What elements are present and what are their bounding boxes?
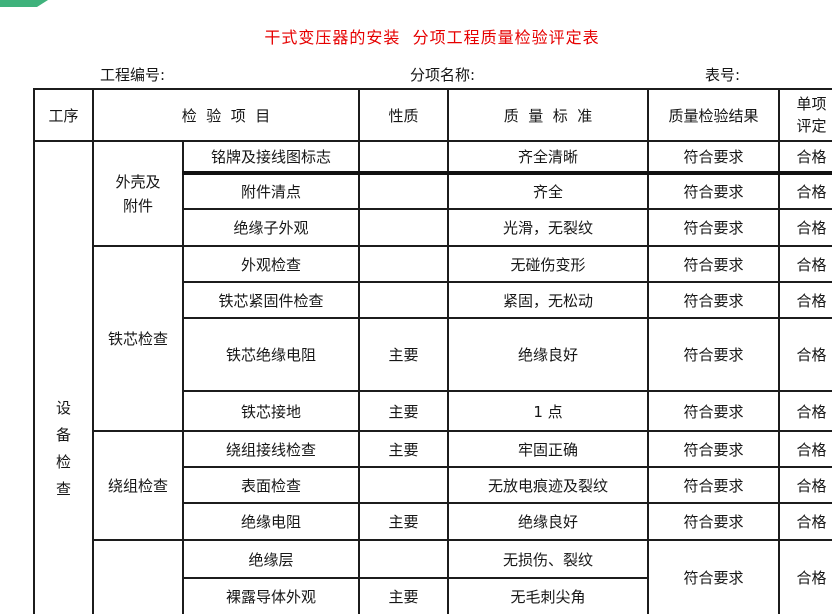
cell-standard: 无毛刺尖角 (447, 577, 650, 614)
cell-standard: 无放电痕迹及裂纹 (447, 466, 650, 504)
cell-item: 铁芯接地 (181, 390, 361, 432)
table-number-label: 表号: (705, 66, 741, 84)
cell-result: 符合要求 (647, 466, 781, 504)
cell-group-winding: 绕组检查 (92, 430, 184, 541)
cell-result: 符合要求 (647, 390, 781, 432)
header-item-rating-text: 单项评定 (796, 95, 827, 135)
cell-item: 绝缘子外观 (181, 208, 361, 247)
cell-item: 铁芯紧固件检查 (181, 281, 361, 319)
cell-nature (358, 140, 450, 175)
process-vertical-text: 设备检查 (55, 399, 71, 498)
cell-rating: 合格 (778, 502, 832, 541)
cell-result: 符合要求 (647, 430, 781, 468)
cell-standard: 绝缘良好 (447, 317, 650, 392)
cell-item: 绝缘电阻 (181, 502, 361, 541)
cell-standard: 绝缘良好 (447, 502, 650, 541)
cell-result-merged: 符合要求 (647, 539, 781, 614)
cell-rating: 合格 (778, 430, 832, 468)
corner-banner-decoration (0, 0, 48, 7)
header-quality-standard: 质 量 标 准 (447, 88, 650, 142)
cell-group-blank (92, 539, 184, 614)
table-row: 设备检查 外壳及附件 铭牌及接线图标志 齐全清晰 符合要求 合格 (33, 140, 832, 614)
table-row: 表面检查 无放电痕迹及裂纹 符合要求 合格 (34, 466, 832, 504)
cell-item: 附件清点 (181, 172, 361, 210)
cell-result: 符合要求 (647, 317, 781, 392)
cell-item: 外观检查 (181, 245, 361, 283)
cell-standard: 无损伤、裂纹 (447, 539, 650, 579)
table-row: 附件清点 齐全 符合要求 合格 (34, 172, 832, 210)
cell-rating-merged: 合格 (778, 539, 832, 614)
cell-nature (358, 281, 450, 319)
cell-nature (358, 245, 450, 283)
cell-group-core: 铁芯检查 (92, 245, 184, 432)
header-item-rating: 单项评定 (778, 88, 832, 142)
cell-rating: 合格 (778, 245, 832, 283)
table-row: 绝缘子外观 光滑，无裂纹 符合要求 合格 (34, 208, 832, 247)
cell-result: 符合要求 (647, 172, 781, 210)
table-header-row: 工序 检 验 项 目 性质 质 量 标 准 质量检验结果 单项评定 (33, 88, 832, 142)
table-row: 裸露导体外观 主要 无毛刺尖角 (34, 577, 832, 614)
cell-standard: 紧固，无松动 (447, 281, 650, 319)
document-title: 干式变压器的安装 分项工程质量检验评定表 (264, 28, 600, 47)
table-row: 绝缘电阻 主要 绝缘良好 符合要求 合格 (34, 502, 832, 541)
cell-process: 设备检查 (33, 140, 94, 614)
cell-nature (358, 539, 450, 579)
table-row: 绕组检查 绕组接线检查 主要 牢固正确 符合要求 合格 (34, 430, 832, 541)
cell-nature (358, 172, 450, 210)
project-number-label: 工程编号: (100, 66, 166, 84)
cell-rating: 合格 (778, 317, 832, 392)
inspection-table: 工序 检 验 项 目 性质 质 量 标 准 质量检验结果 单项评定 设备检查 外… (33, 88, 832, 614)
table-row: 铁芯接地 主要 1 点 符合要求 合格 (34, 390, 832, 432)
cell-item: 裸露导体外观 (181, 577, 361, 614)
cell-item: 铁芯绝缘电阻 (181, 317, 361, 392)
table-row: 铁芯绝缘电阻 主要 绝缘良好 符合要求 合格 (34, 317, 832, 392)
cell-rating: 合格 (778, 281, 832, 319)
table-row: 铁芯紧固件检查 紧固，无松动 符合要求 合格 (34, 281, 832, 319)
cell-standard: 无碰伤变形 (447, 245, 650, 283)
cell-nature: 主要 (358, 502, 450, 541)
cell-item: 绝缘层 (181, 539, 361, 579)
header-process: 工序 (33, 88, 94, 142)
cell-result: 符合要求 (647, 502, 781, 541)
cell-nature (358, 466, 450, 504)
cell-standard: 牢固正确 (447, 430, 650, 468)
cell-item: 表面检查 (181, 466, 361, 504)
cell-group-shell: 外壳及附件 (92, 140, 184, 247)
cell-result: 符合要求 (647, 140, 781, 175)
table-row: 绝缘层 无损伤、裂纹 符合要求 合格 (34, 539, 832, 614)
cell-standard: 齐全清晰 (447, 140, 650, 175)
cell-standard: 齐全 (447, 172, 650, 210)
cell-result: 符合要求 (647, 281, 781, 319)
cell-nature: 主要 (358, 430, 450, 468)
table-row: 铁芯检查 外观检查 无碰伤变形 符合要求 合格 (34, 245, 832, 432)
group-shell-text: 外壳及附件 (115, 172, 161, 215)
cell-nature: 主要 (358, 577, 450, 614)
cell-rating: 合格 (778, 390, 832, 432)
cell-rating: 合格 (778, 208, 832, 247)
item-name-label: 分项名称: (410, 66, 476, 84)
cell-standard: 1 点 (447, 390, 650, 432)
cell-nature (358, 208, 450, 247)
cell-nature: 主要 (358, 317, 450, 392)
cell-item: 铭牌及接线图标志 (181, 140, 361, 175)
cell-item: 绕组接线检查 (181, 430, 361, 468)
header-inspection-result: 质量检验结果 (647, 88, 781, 142)
cell-result: 符合要求 (647, 208, 781, 247)
header-nature: 性质 (358, 88, 450, 142)
cell-rating: 合格 (778, 466, 832, 504)
cell-result: 符合要求 (647, 245, 781, 283)
cell-rating: 合格 (778, 172, 832, 210)
cell-standard: 光滑，无裂纹 (447, 208, 650, 247)
cell-nature: 主要 (358, 390, 450, 432)
header-inspection-item: 检 验 项 目 (91, 88, 361, 142)
cell-rating: 合格 (778, 140, 832, 175)
